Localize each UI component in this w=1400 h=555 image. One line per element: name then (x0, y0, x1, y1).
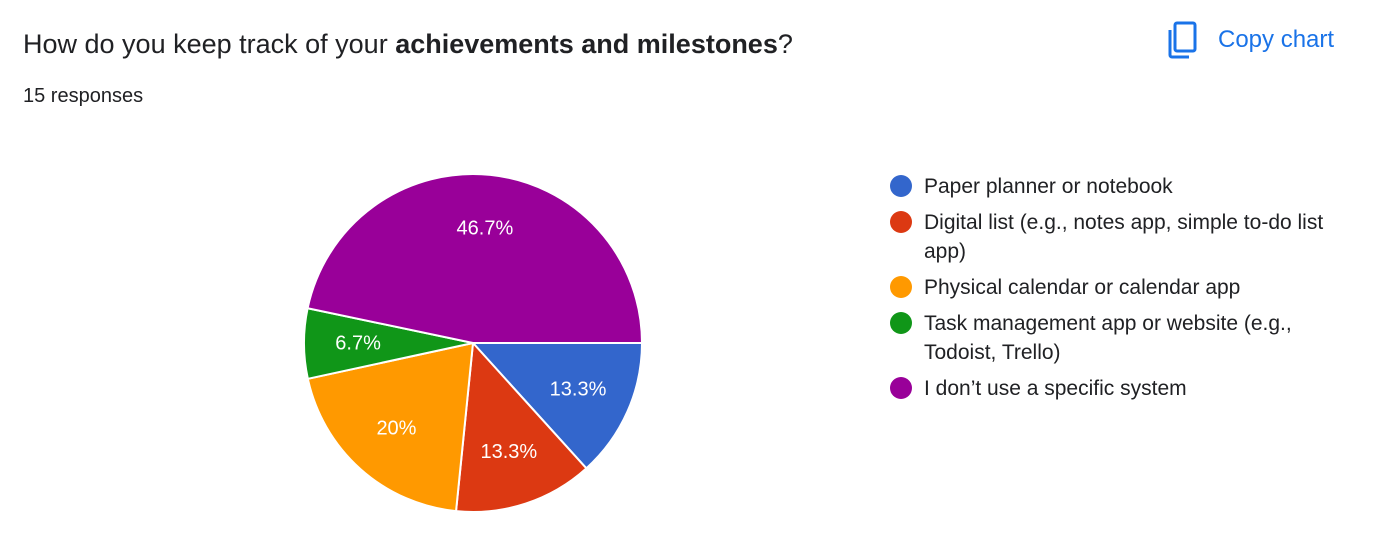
copy-chart-label: Copy chart (1218, 26, 1335, 53)
slice-value-label: 20% (376, 418, 416, 440)
legend-label: Paper planner or notebook (924, 175, 1173, 198)
legend-swatch (890, 211, 912, 233)
legend-item[interactable]: Physical calendar or calendar app (890, 273, 1350, 302)
legend-item[interactable]: Digital list (e.g., notes app, simple to… (890, 208, 1350, 266)
response-count: 15 responses (23, 85, 144, 107)
pie-slice[interactable] (470, 342, 644, 470)
question-title: How do you keep track of your achievemen… (23, 26, 793, 62)
pie-slice[interactable] (306, 173, 644, 344)
legend-swatch (890, 276, 912, 298)
legend-label: Physical calendar or calendar app (924, 276, 1241, 299)
slice-value-label: 6.7% (335, 332, 381, 354)
copy-chart-button[interactable]: Copy chart (1166, 18, 1334, 62)
legend-label: Digital list (e.g., notes app, simple to… (924, 211, 1324, 263)
legend-label: Task management app or website (e.g., To… (924, 312, 1292, 364)
legend-item[interactable]: Paper planner or notebook (890, 172, 1350, 201)
pie-slice[interactable] (306, 341, 475, 513)
slice-value-label: 13.3% (550, 379, 607, 401)
slice-value-label: 13.3% (480, 441, 537, 463)
slice-value-label: 46.7% (457, 218, 514, 240)
pie-chart: 13.3% 13.3% 20% 6.7% 46.7% (303, 173, 644, 513)
pie-slice[interactable] (454, 340, 588, 513)
legend-item[interactable]: Task management app or website (e.g., To… (890, 309, 1350, 367)
question-suffix: ? (777, 29, 793, 59)
legend-swatch (890, 175, 912, 197)
legend-swatch (890, 312, 912, 334)
legend-label: I don’t use a specific system (924, 377, 1187, 400)
legend-swatch (890, 377, 912, 399)
copy-icon (1166, 20, 1198, 60)
question-prefix: How do you keep track of your (23, 29, 396, 59)
chart-legend: Paper planner or notebook Digital list (… (890, 172, 1350, 410)
legend-item[interactable]: I don’t use a specific system (890, 374, 1350, 403)
question-bold: achievements and milestones (395, 29, 778, 59)
